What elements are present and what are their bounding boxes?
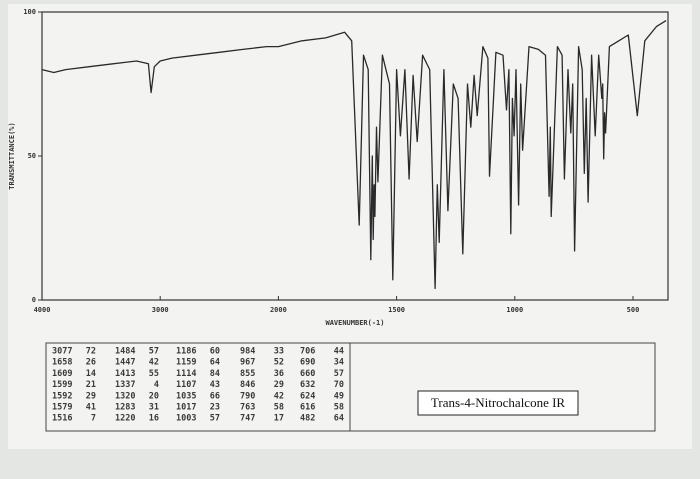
peak-wavenumber: 1484: [115, 347, 135, 357]
peak-transmittance: 16: [149, 414, 159, 424]
peak-wavenumber: 624: [300, 391, 315, 401]
peak-wavenumber: 1220: [115, 414, 135, 424]
peak-wavenumber: 1159: [176, 358, 196, 368]
peak-transmittance: 31: [149, 403, 159, 413]
y-tick-label: 100: [23, 8, 36, 16]
peak-wavenumber: 1186: [176, 347, 196, 357]
peak-wavenumber: 1413: [115, 369, 135, 379]
peak-transmittance: 29: [86, 391, 96, 401]
spectrum-title: Trans-4-Nitrochalcone IR: [431, 395, 566, 410]
peak-transmittance: 7: [91, 414, 96, 424]
peak-wavenumber: 1283: [115, 403, 135, 413]
peak-transmittance: 34: [334, 358, 344, 368]
peak-wavenumber: 690: [300, 358, 315, 368]
peak-wavenumber: 706: [300, 347, 315, 357]
peak-wavenumber: 1003: [176, 414, 196, 424]
peak-transmittance: 4: [154, 380, 159, 390]
peak-transmittance: 14: [86, 369, 96, 379]
peak-transmittance: 20: [149, 391, 159, 401]
peak-transmittance: 57: [210, 414, 220, 424]
peak-wavenumber: 846: [240, 380, 255, 390]
x-tick-label: 4000: [34, 306, 51, 314]
peak-transmittance: 66: [210, 391, 220, 401]
spectrum-line: [41, 20, 667, 290]
peak-wavenumber: 747: [240, 414, 255, 424]
peak-wavenumber: 967: [240, 358, 255, 368]
peak-wavenumber: 1516: [52, 414, 72, 424]
peak-transmittance: 72: [86, 347, 96, 357]
y-tick-label: 0: [32, 296, 36, 304]
peak-wavenumber: 984: [240, 347, 255, 357]
peak-wavenumber: 1447: [115, 358, 135, 368]
peak-transmittance: 57: [334, 369, 344, 379]
peak-wavenumber: 1017: [176, 403, 196, 413]
x-tick-label: 1500: [388, 306, 405, 314]
peak-transmittance: 58: [334, 403, 344, 413]
peak-transmittance: 41: [86, 403, 96, 413]
peak-wavenumber: 1609: [52, 369, 72, 379]
peak-wavenumber: 632: [300, 380, 315, 390]
peak-wavenumber: 790: [240, 391, 255, 401]
x-tick-label: 3000: [152, 306, 169, 314]
peak-wavenumber: 763: [240, 403, 255, 413]
peak-transmittance: 43: [210, 380, 220, 390]
peak-transmittance: 64: [210, 358, 220, 368]
peak-wavenumber: 1337: [115, 380, 135, 390]
peak-wavenumber: 855: [240, 369, 255, 379]
peak-transmittance: 64: [334, 414, 344, 424]
x-axis-label: WAVENUMBER(-1): [325, 319, 384, 327]
peak-transmittance: 23: [210, 403, 220, 413]
y-axis-label: TRANSMITTANCE(%): [8, 122, 16, 189]
peak-transmittance: 42: [149, 358, 159, 368]
y-tick-label: 50: [28, 152, 36, 160]
peak-transmittance: 36: [274, 369, 284, 379]
peak-wavenumber: 616: [300, 403, 315, 413]
peak-wavenumber: 1320: [115, 391, 135, 401]
peak-transmittance: 21: [86, 380, 96, 390]
peak-wavenumber: 1599: [52, 380, 72, 390]
peak-wavenumber: 1592: [52, 391, 72, 401]
x-tick-label: 500: [627, 306, 640, 314]
peak-transmittance: 26: [86, 358, 96, 368]
peak-wavenumber: 3077: [52, 347, 72, 357]
peak-transmittance: 49: [334, 391, 344, 401]
peak-wavenumber: 1114: [176, 369, 196, 379]
peak-wavenumber: 660: [300, 369, 315, 379]
x-tick-label: 1000: [506, 306, 523, 314]
peak-wavenumber: 482: [300, 414, 315, 424]
peak-transmittance: 55: [149, 369, 159, 379]
peak-wavenumber: 1035: [176, 391, 196, 401]
peak-transmittance: 17: [274, 414, 284, 424]
peak-transmittance: 29: [274, 380, 284, 390]
peak-transmittance: 52: [274, 358, 284, 368]
peak-transmittance: 57: [149, 347, 159, 357]
title-box: [417, 390, 579, 416]
peak-transmittance: 33: [274, 347, 284, 357]
x-tick-label: 2000: [270, 306, 287, 314]
peak-transmittance: 84: [210, 369, 220, 379]
peak-transmittance: 44: [334, 347, 344, 357]
peak-transmittance: 42: [274, 391, 284, 401]
peak-transmittance: 70: [334, 380, 344, 390]
peak-transmittance: 60: [210, 347, 220, 357]
peak-wavenumber: 1107: [176, 380, 196, 390]
peak-wavenumber: 1579: [52, 403, 72, 413]
peak-wavenumber: 1658: [52, 358, 72, 368]
peak-table-box: [45, 342, 351, 432]
peak-transmittance: 58: [274, 403, 284, 413]
